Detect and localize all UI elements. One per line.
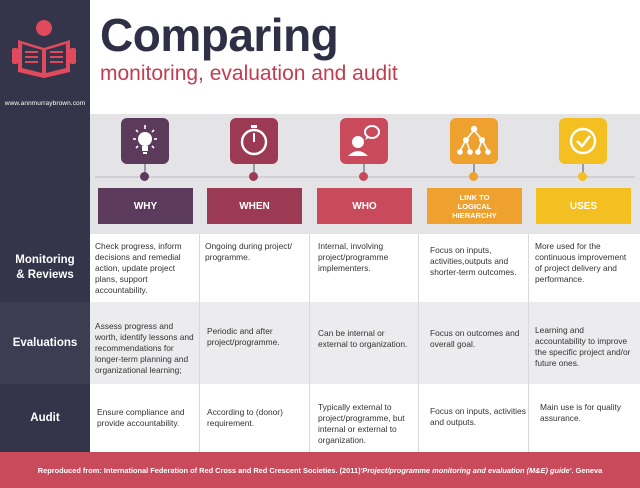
row-label-text: Monitoring & Reviews <box>15 254 75 281</box>
citation-suffix: . Geneva <box>571 465 603 475</box>
stopwatch-icon <box>230 118 278 164</box>
row-monitoring-bg <box>0 234 640 302</box>
cell-monitoring-why: Check progress, inform decisions and rem… <box>95 241 182 295</box>
checkmark-icon <box>559 118 607 164</box>
column-header-uses: USES <box>536 188 631 224</box>
when-dot <box>249 172 258 181</box>
cell-evaluations-who: Can be internal or external to organizat… <box>318 328 408 349</box>
page-subtitle: monitoring, evaluation and audit <box>100 62 398 85</box>
link-stem <box>473 164 475 174</box>
column-divider <box>309 234 310 452</box>
cell-audit-when: According to (donor) requirement. <box>207 407 283 428</box>
column-header-link-to-logical-hierarchy: LINK TO LOGICAL HIERARCHY <box>427 188 522 224</box>
website-url[interactable]: www.annmurraybrown.com <box>4 100 86 107</box>
row-label-audit: Audit <box>0 384 90 452</box>
footer-citation: Reproduced from: International Federatio… <box>0 452 640 488</box>
who-dot <box>359 172 368 181</box>
cell-audit-who: Typically external to project/programme,… <box>318 402 405 445</box>
row-evaluations-bg <box>0 302 640 384</box>
row-audit-bg <box>0 384 640 452</box>
row-label-monitoring-reviews: Monitoring & Reviews <box>0 234 90 302</box>
cell-monitoring-who: Internal, involving project/programme im… <box>318 241 389 273</box>
cell-evaluations-link: Focus on outcomes and overall goal. <box>430 328 520 349</box>
when-stem <box>253 164 255 174</box>
uses-stem <box>582 164 584 174</box>
link-dot <box>469 172 478 181</box>
column-header-when: WHEN <box>207 188 302 224</box>
who-stem <box>363 164 365 174</box>
cell-audit-link: Focus on inputs, activities and outputs. <box>430 406 526 427</box>
cell-monitoring-when: Ongoing during project/ programme. <box>205 241 293 262</box>
column-header-who: WHO <box>317 188 412 224</box>
cell-evaluations-why: Assess progress and worth, identify less… <box>95 321 194 375</box>
row-label-evaluations: Evaluations <box>0 302 90 384</box>
cell-evaluations-when: Periodic and after project/programme. <box>207 326 280 347</box>
column-divider <box>418 234 419 452</box>
cell-audit-uses: Main use is for quality assurance. <box>540 402 621 423</box>
person-speech-icon <box>340 118 388 164</box>
uses-dot <box>578 172 587 181</box>
cell-monitoring-link: Focus on inputs, activities,outputs and … <box>430 245 517 277</box>
cell-evaluations-uses: Learning and accountability to improve t… <box>535 325 631 368</box>
reading-person-icon <box>10 18 78 80</box>
column-divider <box>528 234 529 452</box>
why-dot <box>140 172 149 181</box>
citation-title: 'Project/programme monitoring and evalua… <box>360 465 572 475</box>
why-stem <box>144 164 146 174</box>
column-header-link-label: LINK TO LOGICAL HIERARCHY <box>452 192 497 220</box>
column-divider <box>199 234 200 452</box>
cell-monitoring-uses: More used for the continuous improvement… <box>535 241 627 284</box>
citation-prefix: Reproduced from: International Federatio… <box>37 465 361 475</box>
hierarchy-icon <box>450 118 498 164</box>
column-header-why: WHY <box>98 188 193 224</box>
page-title: Comparing <box>100 9 339 61</box>
lightbulb-icon <box>121 118 169 164</box>
cell-audit-why: Ensure compliance and provide accountabi… <box>97 407 185 428</box>
